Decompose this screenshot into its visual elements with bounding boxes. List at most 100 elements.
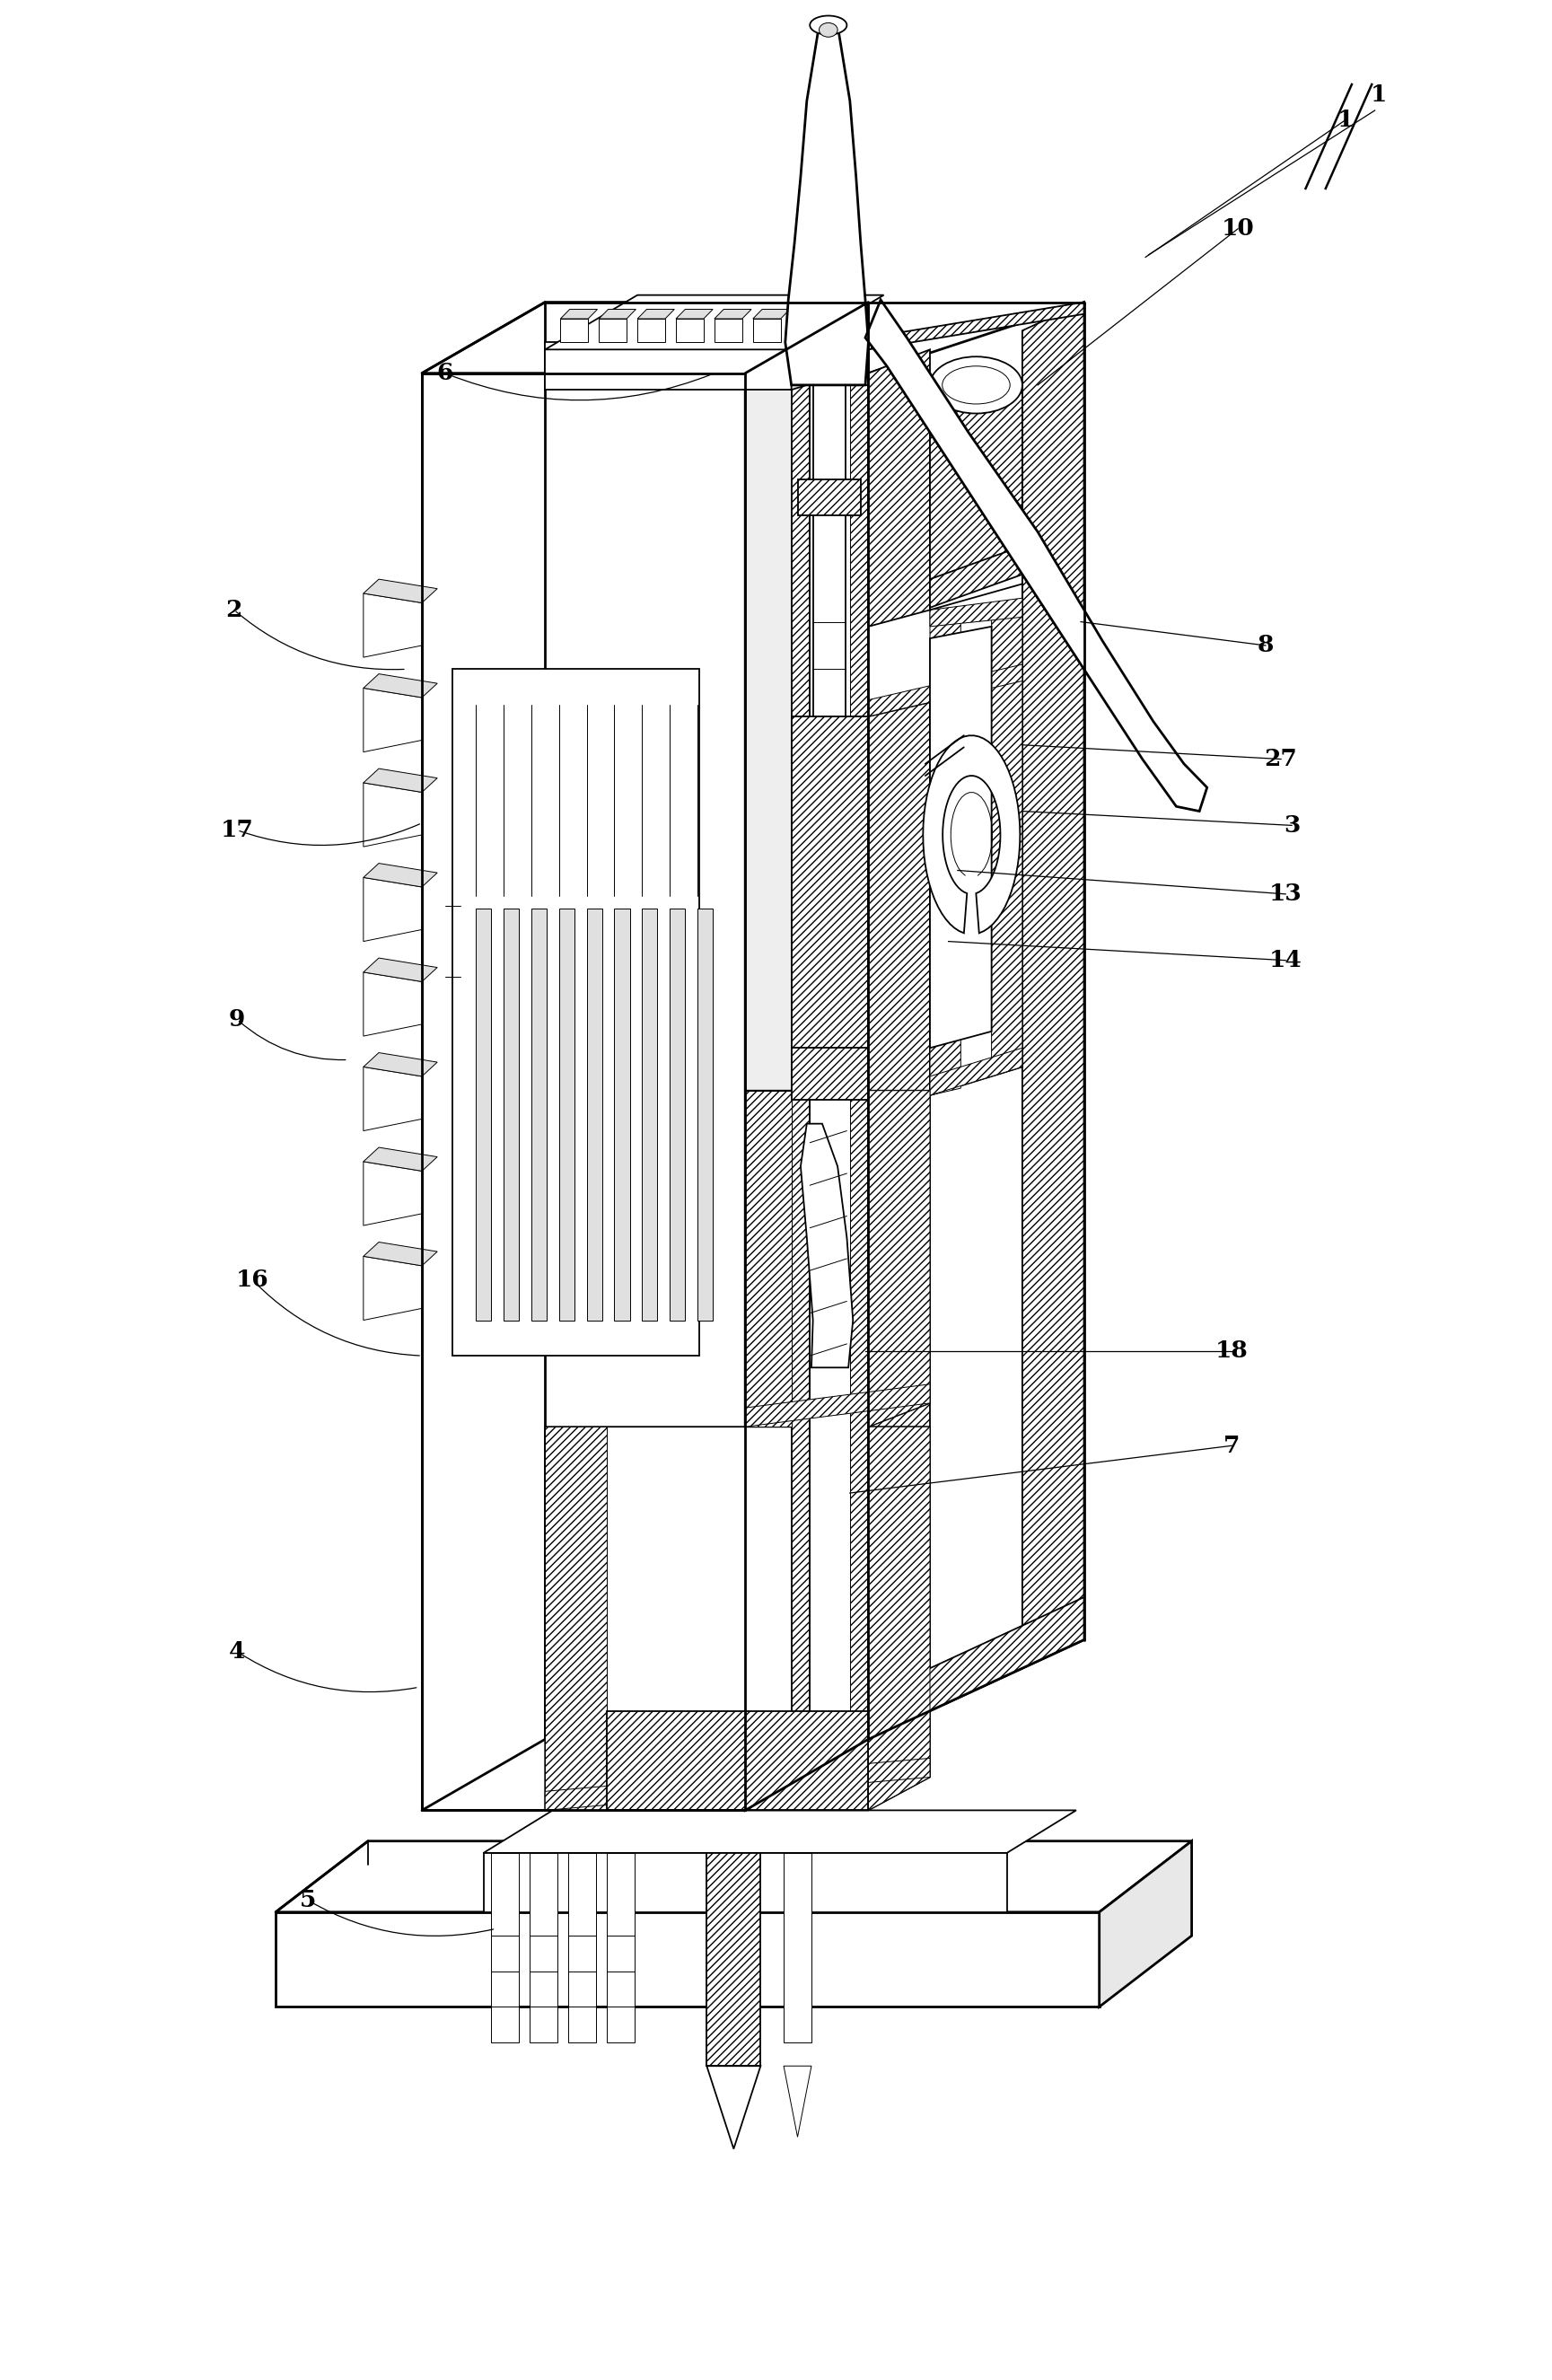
Bar — [697, 909, 712, 1321]
Polygon shape — [930, 386, 1023, 585]
Text: 16: 16 — [236, 1269, 268, 1292]
Text: 1: 1 — [1338, 109, 1353, 131]
Polygon shape — [930, 626, 992, 1047]
Bar — [615, 909, 630, 1321]
Polygon shape — [363, 971, 422, 1035]
Polygon shape — [706, 1854, 760, 2066]
Polygon shape — [784, 1854, 812, 2042]
Polygon shape — [801, 1123, 854, 1368]
Text: 14: 14 — [1270, 950, 1302, 971]
Polygon shape — [363, 578, 438, 602]
Polygon shape — [363, 1257, 422, 1321]
Polygon shape — [363, 864, 438, 888]
Text: 1: 1 — [1370, 83, 1387, 105]
Polygon shape — [545, 1759, 930, 1811]
Polygon shape — [560, 309, 598, 319]
Bar — [531, 909, 546, 1321]
Polygon shape — [869, 1090, 930, 1426]
Polygon shape — [545, 343, 792, 390]
Text: 6: 6 — [436, 362, 453, 386]
Polygon shape — [453, 669, 698, 1357]
Polygon shape — [714, 309, 751, 319]
Polygon shape — [545, 1426, 607, 1811]
Polygon shape — [745, 1385, 930, 1426]
Text: 10: 10 — [1221, 217, 1254, 240]
Polygon shape — [638, 309, 675, 319]
Bar — [503, 909, 518, 1321]
Polygon shape — [599, 319, 627, 343]
Text: 7: 7 — [1223, 1435, 1240, 1457]
Bar — [587, 909, 602, 1321]
Polygon shape — [363, 769, 438, 793]
Polygon shape — [785, 26, 869, 386]
Bar — [643, 909, 658, 1321]
Polygon shape — [484, 1854, 1007, 1911]
Text: 8: 8 — [1257, 633, 1274, 657]
Polygon shape — [363, 783, 422, 847]
Polygon shape — [930, 545, 1023, 607]
Polygon shape — [490, 1854, 518, 2042]
Polygon shape — [813, 386, 846, 716]
Polygon shape — [560, 319, 588, 343]
Polygon shape — [276, 1842, 1192, 1911]
Polygon shape — [363, 1161, 422, 1226]
Ellipse shape — [819, 24, 838, 38]
Polygon shape — [784, 2066, 812, 2137]
Polygon shape — [850, 386, 869, 1811]
Polygon shape — [607, 1854, 635, 2042]
Bar — [670, 909, 684, 1321]
Polygon shape — [422, 374, 745, 1811]
Polygon shape — [930, 1047, 1023, 1095]
Polygon shape — [1099, 1842, 1192, 2006]
Polygon shape — [363, 1242, 438, 1266]
Polygon shape — [363, 1066, 422, 1130]
Text: 5: 5 — [300, 1890, 317, 1911]
Polygon shape — [745, 1090, 930, 1426]
Polygon shape — [753, 309, 790, 319]
Polygon shape — [869, 350, 930, 1697]
Polygon shape — [706, 2066, 760, 2149]
Polygon shape — [599, 309, 636, 319]
Text: 17: 17 — [220, 819, 253, 843]
Polygon shape — [869, 1597, 1083, 1740]
Ellipse shape — [810, 17, 847, 36]
Polygon shape — [869, 1426, 930, 1811]
Polygon shape — [1023, 302, 1083, 1640]
Polygon shape — [677, 319, 703, 343]
Polygon shape — [992, 597, 1023, 1076]
Polygon shape — [568, 1854, 596, 2042]
Polygon shape — [866, 300, 1207, 812]
Polygon shape — [801, 347, 826, 367]
Polygon shape — [930, 609, 961, 1095]
Polygon shape — [638, 319, 666, 343]
Polygon shape — [792, 716, 869, 1090]
Polygon shape — [753, 319, 781, 343]
Polygon shape — [607, 1711, 869, 1811]
Polygon shape — [363, 593, 422, 657]
Polygon shape — [869, 664, 1023, 716]
Polygon shape — [545, 295, 883, 350]
Text: 3: 3 — [1284, 814, 1301, 838]
Polygon shape — [835, 347, 860, 367]
Polygon shape — [714, 319, 742, 343]
Polygon shape — [677, 309, 712, 319]
Polygon shape — [745, 1090, 792, 1426]
Polygon shape — [545, 1426, 930, 1811]
Ellipse shape — [942, 367, 1010, 405]
Polygon shape — [869, 583, 1023, 716]
Polygon shape — [529, 1854, 557, 2042]
Polygon shape — [930, 597, 1023, 1095]
Polygon shape — [363, 688, 422, 752]
Ellipse shape — [930, 357, 1023, 414]
Polygon shape — [923, 735, 1020, 933]
Polygon shape — [363, 959, 438, 981]
Text: 13: 13 — [1270, 883, 1302, 904]
Polygon shape — [363, 1052, 438, 1076]
Text: 2: 2 — [227, 600, 242, 621]
Polygon shape — [792, 386, 810, 1811]
Text: 9: 9 — [230, 1009, 245, 1031]
Text: 4: 4 — [228, 1640, 245, 1664]
Bar — [559, 909, 574, 1321]
Polygon shape — [363, 674, 438, 697]
Polygon shape — [363, 1147, 438, 1171]
